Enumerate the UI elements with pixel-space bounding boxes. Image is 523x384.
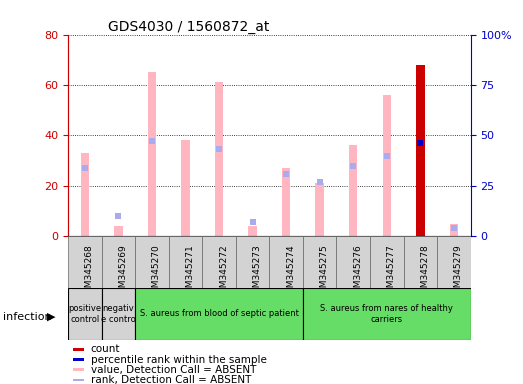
Bar [73, 368, 84, 371]
Bar [135, 288, 303, 340]
Bar [315, 183, 324, 236]
Text: GSM345268: GSM345268 [85, 244, 94, 299]
Text: negativ
e contro: negativ e contro [101, 304, 135, 324]
Bar [303, 236, 336, 288]
Text: GSM345275: GSM345275 [320, 244, 328, 299]
Bar [101, 236, 135, 288]
Bar [416, 65, 425, 236]
Bar [101, 288, 135, 340]
Bar [73, 348, 84, 351]
Bar [282, 168, 290, 236]
Text: GSM345271: GSM345271 [186, 244, 195, 299]
Bar [147, 72, 156, 236]
Text: S. aureus from nares of healthy
carriers: S. aureus from nares of healthy carriers [321, 304, 453, 324]
Bar [269, 236, 303, 288]
Bar [215, 83, 223, 236]
Text: GDS4030 / 1560872_at: GDS4030 / 1560872_at [108, 20, 270, 33]
Bar [236, 236, 269, 288]
Bar [336, 236, 370, 288]
Bar [168, 236, 202, 288]
Text: rank, Detection Call = ABSENT: rank, Detection Call = ABSENT [91, 375, 251, 384]
Text: positive
control: positive control [68, 304, 101, 324]
Bar [450, 223, 458, 236]
Text: GSM345279: GSM345279 [454, 244, 463, 299]
Bar [404, 236, 437, 288]
Text: GSM345278: GSM345278 [420, 244, 429, 299]
Bar [68, 236, 101, 288]
Bar [81, 153, 89, 236]
Text: GSM345276: GSM345276 [353, 244, 362, 299]
Text: GSM345273: GSM345273 [253, 244, 262, 299]
Bar [73, 358, 84, 361]
Bar [68, 288, 101, 340]
Text: count: count [91, 344, 120, 354]
Text: GSM345270: GSM345270 [152, 244, 161, 299]
Bar [181, 141, 190, 236]
Bar [73, 379, 84, 381]
Text: S. aureus from blood of septic patient: S. aureus from blood of septic patient [140, 310, 299, 318]
Text: value, Detection Call = ABSENT: value, Detection Call = ABSENT [91, 365, 256, 375]
Text: ▶: ▶ [47, 312, 55, 322]
Bar [349, 146, 357, 236]
Text: GSM345277: GSM345277 [387, 244, 396, 299]
Text: infection: infection [3, 312, 51, 322]
Bar [437, 236, 471, 288]
Text: GSM345272: GSM345272 [219, 244, 228, 299]
Bar [248, 226, 257, 236]
Text: percentile rank within the sample: percentile rank within the sample [91, 354, 267, 364]
Text: GSM345269: GSM345269 [118, 244, 127, 299]
Bar [202, 236, 236, 288]
Bar [383, 95, 391, 236]
Text: GSM345274: GSM345274 [286, 244, 295, 299]
Bar [303, 288, 471, 340]
Bar [370, 236, 404, 288]
Bar [114, 226, 122, 236]
Bar [135, 236, 168, 288]
